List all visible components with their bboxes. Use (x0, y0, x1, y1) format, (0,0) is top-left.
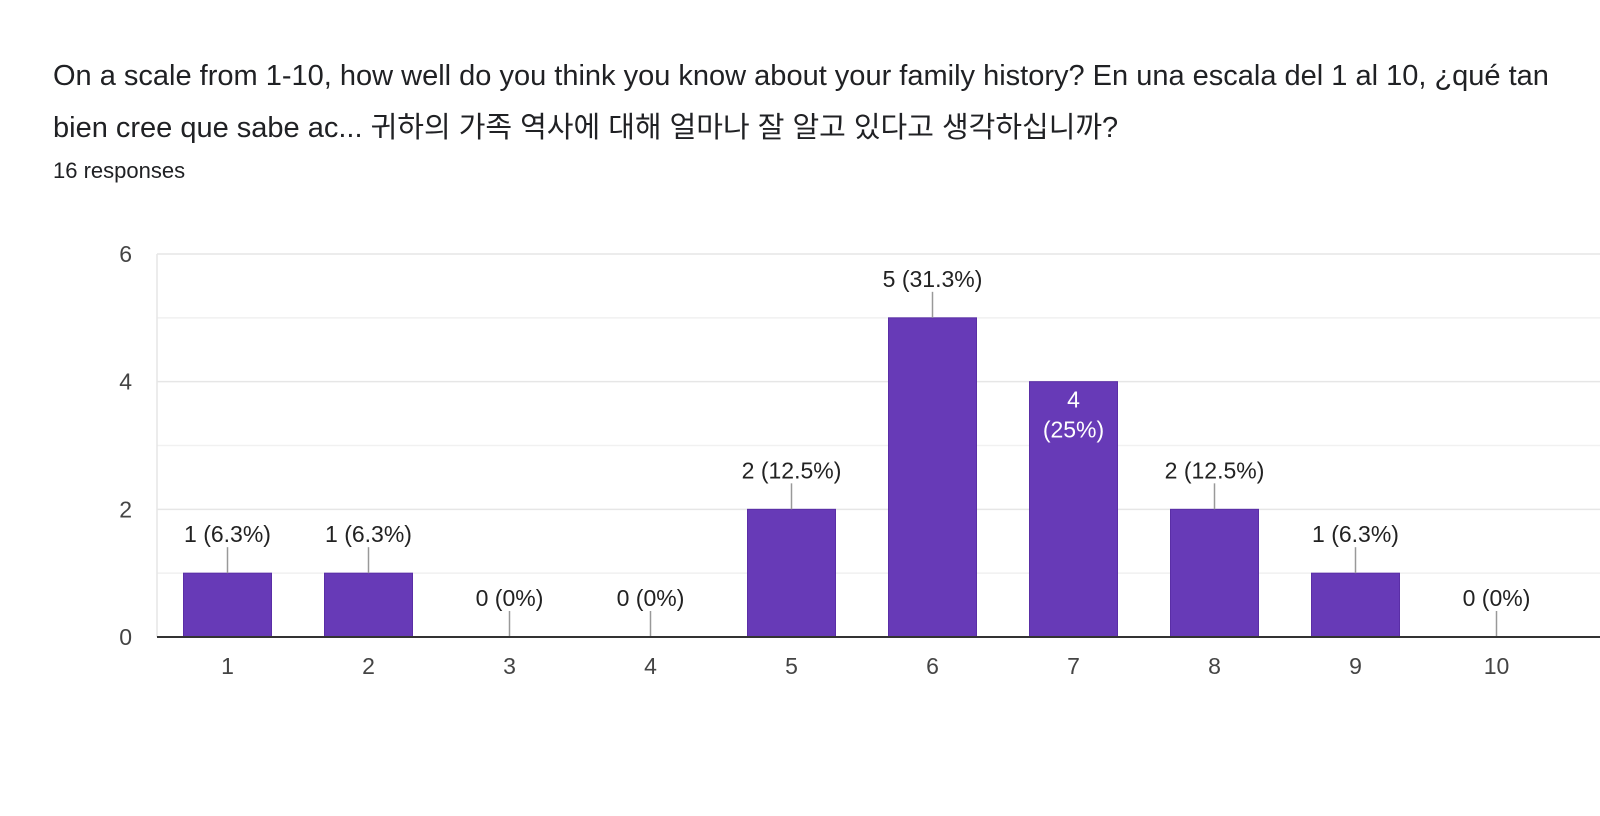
bar-data-label: 0 (0%) (1463, 585, 1531, 611)
x-tick-label: 10 (1484, 653, 1510, 679)
responses-count: 16 responses (53, 158, 186, 183)
question-title: On a scale from 1-10, how well do you th… (53, 60, 1549, 144)
bar-data-label: 2 (12.5%) (742, 457, 842, 483)
bar-data-label: 1 (6.3%) (325, 521, 412, 547)
bar (747, 508, 836, 638)
bar (1170, 508, 1259, 638)
x-tick-label: 8 (1208, 653, 1221, 679)
x-tick-label: 4 (644, 653, 657, 679)
x-tick-label: 6 (926, 653, 939, 679)
x-tick-label: 3 (503, 653, 516, 679)
bar (183, 572, 272, 638)
bar-data-label: 2 (12.5%) (1165, 457, 1265, 483)
bar-data-label: 1 (6.3%) (1312, 521, 1399, 547)
y-tick-label: 4 (119, 369, 132, 395)
x-tick-label: 7 (1067, 653, 1080, 679)
y-tick-label: 2 (119, 496, 132, 522)
x-tick-label: 9 (1349, 653, 1362, 679)
bar-data-label: 4 (1067, 387, 1080, 413)
bar (324, 572, 413, 638)
bar-data-label: (25%) (1043, 417, 1104, 443)
x-tick-label: 2 (362, 653, 375, 679)
x-tick-label: 1 (221, 653, 234, 679)
bar-data-label: 0 (0%) (617, 585, 685, 611)
bar (888, 317, 977, 638)
y-tick-label: 0 (119, 624, 132, 650)
bar-data-label: 0 (0%) (476, 585, 544, 611)
bar (1311, 572, 1400, 638)
bar-data-label: 5 (31.3%) (883, 266, 983, 292)
bar-data-label: 1 (6.3%) (184, 521, 271, 547)
y-tick-label: 6 (119, 241, 132, 267)
x-tick-label: 5 (785, 653, 798, 679)
